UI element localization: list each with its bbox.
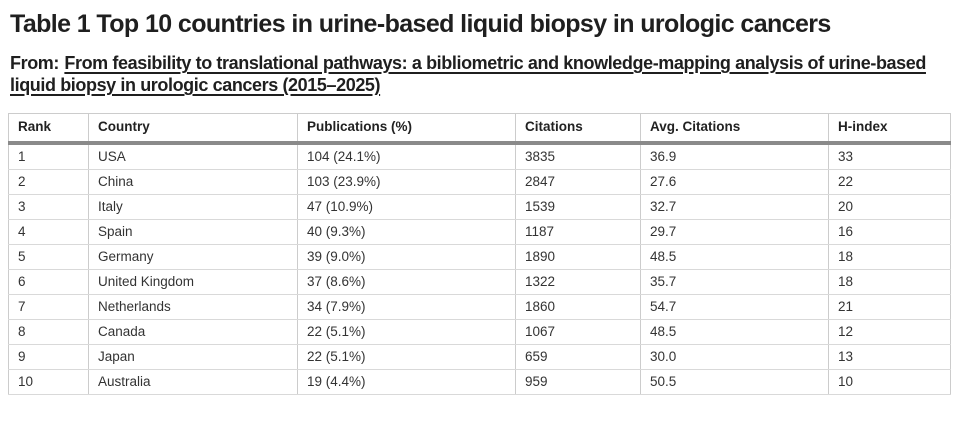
table-cell: 13: [828, 344, 951, 370]
table-cell: Netherlands: [88, 294, 298, 320]
table-cell: 22 (5.1%): [297, 344, 516, 370]
table-page: Table 1 Top 10 countries in urine-based …: [8, 10, 951, 395]
table-cell: 36.9: [640, 143, 829, 170]
column-header: Rank: [8, 113, 89, 145]
table-row: 9 Japan 22 (5.1%) 659 30.0 13: [8, 344, 951, 370]
table-cell: 10: [828, 369, 951, 395]
top-countries-table: Rank Country Publications (%) Citations Avg.…: [8, 113, 951, 395]
table-cell: 2847: [515, 169, 641, 195]
table-cell: 29.7: [640, 219, 829, 245]
table-cell: USA: [88, 143, 298, 170]
source-line: From: From feasibility to translational p…: [10, 52, 950, 96]
table-cell: United Kingdom: [88, 269, 298, 295]
table-cell: 18: [828, 269, 951, 295]
column-header: Avg. Citations: [640, 113, 829, 145]
table-cell: 27.6: [640, 169, 829, 195]
table-cell: 3: [8, 194, 89, 220]
table-cell: 1539: [515, 194, 641, 220]
table-cell: 47 (10.9%): [297, 194, 516, 220]
table-row: 2 China 103 (23.9%) 2847 27.6 22: [8, 169, 951, 195]
table-cell: 3835: [515, 143, 641, 170]
table-cell: 4: [8, 219, 89, 245]
table-cell: 33: [828, 143, 951, 170]
table-row: 3 Italy 47 (10.9%) 1539 32.7 20: [8, 194, 951, 220]
table-cell: 20: [828, 194, 951, 220]
table-cell: 1860: [515, 294, 641, 320]
table-cell: Canada: [88, 319, 298, 345]
table-row: 4 Spain 40 (9.3%) 1187 29.7 16: [8, 219, 951, 245]
table-row: 1 USA 104 (24.1%) 3835 36.9 33: [8, 143, 951, 170]
table-cell: 6: [8, 269, 89, 295]
from-label: From:: [10, 53, 59, 73]
table-cell: 1: [8, 143, 89, 170]
table-cell: 37 (8.6%): [297, 269, 516, 295]
table-cell: 104 (24.1%): [297, 143, 516, 170]
column-header: H-index: [828, 113, 951, 145]
table-row: 5 Germany 39 (9.0%) 1890 48.5 18: [8, 244, 951, 270]
source-article-link[interactable]: From feasibility to translational pathwa…: [10, 53, 926, 95]
table-cell: 8: [8, 319, 89, 345]
table-cell: Spain: [88, 219, 298, 245]
table-cell: 1187: [515, 219, 641, 245]
column-header: Citations: [515, 113, 641, 145]
column-header: Publications (%): [297, 113, 516, 145]
table-cell: 1067: [515, 319, 641, 345]
table-cell: 40 (9.3%): [297, 219, 516, 245]
table-cell: 959: [515, 369, 641, 395]
table-cell: Australia: [88, 369, 298, 395]
page-title: Table 1 Top 10 countries in urine-based …: [10, 10, 831, 38]
table-row: 8 Canada 22 (5.1%) 1067 48.5 12: [8, 319, 951, 345]
column-header: Country: [88, 113, 298, 145]
table-cell: 22: [828, 169, 951, 195]
table-cell: 7: [8, 294, 89, 320]
table-row: 7 Netherlands 34 (7.9%) 1860 54.7 21: [8, 294, 951, 320]
table-cell: 32.7: [640, 194, 829, 220]
table-cell: 659: [515, 344, 641, 370]
table-cell: 39 (9.0%): [297, 244, 516, 270]
table-cell: 2: [8, 169, 89, 195]
table-cell: 12: [828, 319, 951, 345]
table-row: 10 Australia 19 (4.4%) 959 50.5 10: [8, 369, 951, 395]
table-cell: Germany: [88, 244, 298, 270]
table-cell: China: [88, 169, 298, 195]
table-head: Rank Country Publications (%) Citations Avg.…: [8, 113, 951, 145]
table-cell: 54.7: [640, 294, 829, 320]
table-cell: Italy: [88, 194, 298, 220]
table-row: 6 United Kingdom 37 (8.6%) 1322 35.7 18: [8, 269, 951, 295]
table-cell: 48.5: [640, 319, 829, 345]
table-cell: 22 (5.1%): [297, 319, 516, 345]
table-cell: 10: [8, 369, 89, 395]
table-cell: 9: [8, 344, 89, 370]
table-cell: 35.7: [640, 269, 829, 295]
table-cell: 5: [8, 244, 89, 270]
table-cell: 50.5: [640, 369, 829, 395]
table-cell: 48.5: [640, 244, 829, 270]
table-header-row: Rank Country Publications (%) Citations Avg.…: [8, 113, 951, 145]
table-cell: Japan: [88, 344, 298, 370]
table-cell: 30.0: [640, 344, 829, 370]
table-cell: 16: [828, 219, 951, 245]
table-body: 1 USA 104 (24.1%) 3835 36.9 33 2 China 103 (23.9…: [8, 143, 951, 395]
table-cell: 1890: [515, 244, 641, 270]
table-cell: 34 (7.9%): [297, 294, 516, 320]
table-cell: 103 (23.9%): [297, 169, 516, 195]
table-cell: 21: [828, 294, 951, 320]
table-cell: 19 (4.4%): [297, 369, 516, 395]
table-cell: 18: [828, 244, 951, 270]
table-cell: 1322: [515, 269, 641, 295]
